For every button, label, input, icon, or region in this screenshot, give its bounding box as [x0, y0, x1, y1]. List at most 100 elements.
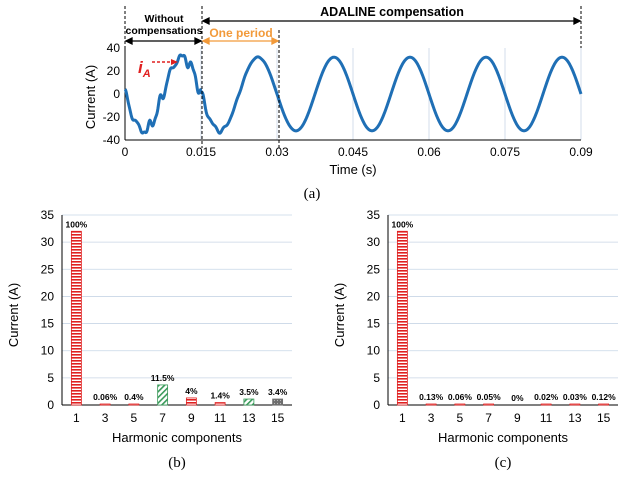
- panel-a-x-tick-label: 0: [122, 145, 129, 159]
- b-data-label: 100%: [66, 219, 88, 229]
- b-x-tick-label: 15: [271, 411, 285, 425]
- c-bar-15: [598, 403, 610, 406]
- panel-c-y-axis-label: Current (A): [332, 283, 347, 347]
- c-data-label: 0.06%: [448, 392, 473, 402]
- panel-b-data-labels: 100% 0.06% 0.4% 11.5% 4% 1.4% 3.5% 3.4%: [66, 219, 288, 402]
- c-y-tick-label: 25: [367, 262, 381, 276]
- b-x-tick-label: 3: [102, 411, 109, 425]
- panel-a-x-tick-label: 0.09: [569, 145, 593, 159]
- panel-a-x-tick-label: 0.075: [490, 145, 520, 159]
- panel-c-y-ticks: 0 5 10 15 20 25 30 35: [367, 208, 381, 412]
- svg-text:iA: iA: [138, 58, 151, 80]
- c-x-tick-label: 1: [399, 411, 406, 425]
- b-data-label: 3.5%: [239, 387, 259, 397]
- panel-b-gridlines: [61, 214, 292, 406]
- c-bar-7: [483, 403, 495, 406]
- c-y-tick-label: 15: [367, 317, 381, 331]
- panel-a-y-tick-label: 40: [107, 41, 121, 55]
- c-bar-3: [425, 403, 437, 406]
- b-y-tick-label: 15: [41, 317, 55, 331]
- signal-label-main: i: [138, 58, 144, 77]
- panel-a-x-axis-label: Time (s): [329, 162, 376, 177]
- c-bar-1: [396, 230, 408, 406]
- panel-a-y-tick-label: -20: [103, 110, 121, 124]
- panel-b-x-axis-label: Harmonic components: [112, 430, 243, 445]
- panel-c-caption: (c): [495, 455, 512, 471]
- c-x-tick-label: 13: [568, 411, 582, 425]
- panel-a-y-tick-label: -40: [103, 133, 121, 147]
- b-y-tick-label: 10: [41, 344, 55, 358]
- b-y-tick-label: 30: [41, 235, 55, 249]
- b-bar-15: [272, 398, 284, 406]
- panel-a-y-ticks: -40 -20 0 20 40: [103, 41, 121, 147]
- panel-c-gridlines: [387, 214, 618, 406]
- c-data-label: 0.03%: [563, 392, 588, 402]
- without-compensation-label-2: compensations: [125, 25, 202, 37]
- c-bar-13: [569, 403, 581, 406]
- c-data-label: 0.12%: [592, 392, 617, 402]
- panel-c-x-ticks: 1 3 5 7 9 11 13 15: [399, 411, 611, 425]
- b-x-tick-label: 9: [188, 411, 195, 425]
- c-y-tick-label: 20: [367, 289, 381, 303]
- panel-b-bars: [70, 230, 284, 406]
- b-y-tick-label: 5: [47, 371, 54, 385]
- c-y-tick-label: 5: [373, 371, 380, 385]
- c-x-tick-label: 9: [514, 411, 521, 425]
- b-data-label: 0.4%: [124, 392, 144, 402]
- panel-a-series-line: [123, 53, 583, 135]
- c-y-tick-label: 30: [367, 235, 381, 249]
- b-x-tick-label: 5: [131, 411, 138, 425]
- panel-a-y-axis-label: Current (A): [83, 65, 98, 129]
- c-x-tick-label: 5: [457, 411, 464, 425]
- one-period-label: One period: [209, 26, 272, 40]
- b-y-tick-label: 35: [41, 208, 55, 222]
- b-x-tick-label: 11: [214, 411, 227, 425]
- panel-c-data-labels: 100% 0.13% 0.06% 0.05% 0% 0.02% 0.03% 0.12%: [392, 219, 617, 403]
- b-bar-3: [99, 403, 111, 406]
- panel-c-x-axis-label: Harmonic components: [438, 430, 569, 445]
- b-bar-11: [214, 402, 226, 406]
- b-data-label: 1.4%: [210, 391, 230, 401]
- adaline-compensation-label: ADALINE compensation: [320, 5, 464, 19]
- signal-label-sub: A: [142, 68, 151, 80]
- signal-label: iA: [138, 58, 178, 80]
- c-y-tick-label: 0: [373, 398, 380, 412]
- panel-a-line-chart: -40 -20 0 20 40 0 0.015 0.03 0.045 0.06 0.075 0.09…: [83, 5, 593, 202]
- b-data-label: 3.4%: [268, 387, 288, 397]
- b-bar-5: [128, 403, 140, 406]
- b-bar-13: [243, 398, 255, 406]
- b-data-label: 0.06%: [93, 392, 118, 402]
- panel-b-y-axis-label: Current (A): [6, 283, 21, 347]
- panel-b-caption: (b): [168, 455, 186, 471]
- b-y-tick-label: 20: [41, 289, 55, 303]
- panel-b-y-ticks: 0 5 10 15 20 25 30 35: [41, 208, 55, 412]
- c-data-label: 0.05%: [477, 392, 502, 402]
- panel-a-y-tick-label: 20: [107, 64, 121, 78]
- b-x-tick-label: 13: [242, 411, 256, 425]
- b-bar-7: [157, 384, 169, 406]
- b-y-tick-label: 0: [47, 398, 54, 412]
- b-bar-1: [70, 230, 82, 406]
- c-x-tick-label: 15: [597, 411, 611, 425]
- b-x-tick-label: 1: [73, 411, 80, 425]
- without-compensation-arrow: [124, 36, 203, 46]
- c-x-tick-label: 11: [540, 411, 553, 425]
- adaline-compensation-arrow: [201, 16, 582, 26]
- c-data-label: 100%: [392, 219, 414, 229]
- c-data-label: 0%: [511, 393, 524, 403]
- c-x-tick-label: 3: [428, 411, 435, 425]
- c-data-label: 0.02%: [534, 392, 559, 402]
- panel-a-x-tick-label: 0.045: [338, 145, 368, 159]
- panel-a-x-ticks: 0 0.015 0.03 0.045 0.06 0.075 0.09: [122, 145, 593, 159]
- b-data-label: 11.5%: [151, 373, 175, 383]
- c-x-tick-label: 7: [485, 411, 492, 425]
- panel-a-x-tick-label: 0.06: [417, 145, 441, 159]
- panel-a-x-tick-label: 0.015: [186, 145, 216, 159]
- b-x-tick-label: 7: [159, 411, 166, 425]
- one-period-arrow: [201, 36, 280, 46]
- c-data-label: 0.13%: [419, 392, 444, 402]
- panel-a-y-tick-label: 0: [113, 87, 120, 101]
